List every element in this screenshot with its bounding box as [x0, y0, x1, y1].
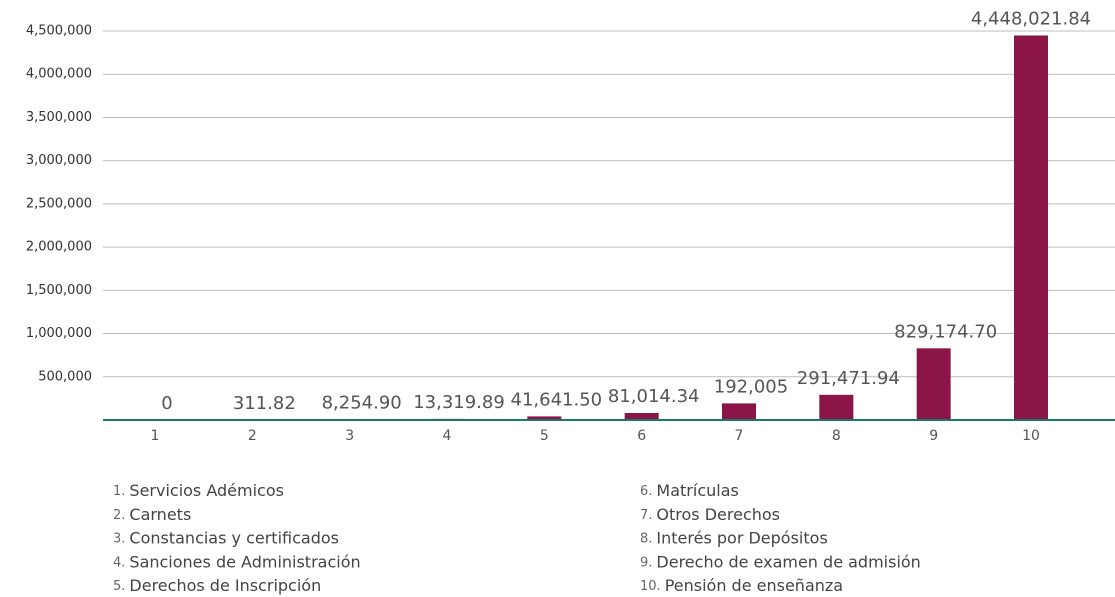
y-tick-label: 2,500,000 — [26, 196, 92, 211]
data-label: 829,174.70 — [894, 321, 997, 342]
y-tick-label: 500,000 — [38, 369, 92, 384]
legend-entry: 4. Sanciones de Administración — [113, 552, 361, 571]
x-tick-label: 4 — [443, 428, 452, 444]
bar — [916, 348, 951, 420]
legend-label: Interés por Depósitos — [656, 528, 827, 547]
data-label: 0 — [161, 393, 172, 414]
data-label: 8,254.90 — [322, 392, 402, 413]
legend-entry: 9. Derecho de examen de admisión — [640, 552, 921, 571]
bar — [527, 416, 562, 420]
legend-label: Matrículas — [656, 481, 738, 500]
data-label: 311.82 — [233, 393, 296, 414]
x-tick-label: 6 — [637, 428, 646, 444]
x-tick-label: 2 — [248, 428, 257, 444]
y-tick-label: 4,000,000 — [26, 67, 92, 82]
legend-label: Carnets — [129, 504, 191, 523]
data-label: 41,641.50 — [511, 389, 603, 410]
data-label: 192,005 — [714, 376, 788, 397]
data-label: 13,319.89 — [413, 392, 505, 413]
x-tick-label: 7 — [735, 428, 744, 444]
y-tick-label: 3,500,000 — [26, 110, 92, 125]
legend-label: Derechos de Inscripción — [129, 576, 321, 595]
y-tick-label: 1,000,000 — [26, 326, 92, 341]
legend-number: 3. — [113, 531, 125, 546]
legend-label: Servicios Adémicos — [129, 481, 284, 500]
legend-entry: 10. Pensión de enseñanza — [640, 576, 843, 595]
legend-number: 9. — [640, 555, 652, 570]
legend-number: 2. — [113, 507, 125, 522]
legend-label: Otros Derechos — [656, 504, 780, 523]
bar — [819, 394, 854, 420]
x-tick-label: 10 — [1022, 428, 1040, 444]
legend-entry: 5. Derechos de Inscripción — [113, 576, 321, 595]
y-tick-label: 1,500,000 — [26, 283, 92, 298]
data-label: 81,014.34 — [608, 386, 700, 407]
legend-entry: 6. Matrículas — [640, 481, 739, 500]
legend-number: 6. — [640, 484, 652, 499]
legend-entry: 2. Carnets — [113, 504, 191, 523]
y-tick-label: 3,000,000 — [26, 153, 92, 168]
legend-number: 10. — [640, 579, 661, 594]
legend-number: 1. — [113, 484, 125, 499]
bar — [722, 403, 756, 420]
legend-number: 8. — [640, 531, 652, 546]
x-tick-label: 8 — [832, 428, 841, 444]
legend-entry: 7. Otros Derechos — [640, 504, 780, 523]
legend-number: 7. — [640, 507, 652, 522]
legend-label: Constancias y certificados — [129, 528, 339, 547]
y-tick-label: 4,500,000 — [26, 24, 92, 39]
data-label: 291,471.94 — [797, 368, 900, 389]
data-label: 4,448,021.84 — [971, 8, 1091, 29]
x-tick-label: 9 — [929, 428, 938, 444]
y-tick-label: 2,000,000 — [26, 240, 92, 255]
legend-number: 5. — [113, 579, 125, 594]
legend-label: Derecho de examen de admisión — [656, 552, 920, 571]
legend-entry: 3. Constancias y certificados — [113, 528, 339, 547]
bar — [624, 412, 659, 420]
legend-entry: 8. Interés por Depósitos — [640, 528, 828, 547]
legend-entry: 1. Servicios Adémicos — [113, 481, 284, 500]
legend-label: Pensión de enseñanza — [665, 576, 843, 595]
x-tick-label: 1 — [151, 428, 160, 444]
x-tick-label: 3 — [345, 428, 354, 444]
bar — [1014, 35, 1048, 420]
legend-number: 4. — [113, 555, 125, 570]
legend-label: Sanciones de Administración — [129, 552, 360, 571]
x-tick-label: 5 — [540, 428, 549, 444]
